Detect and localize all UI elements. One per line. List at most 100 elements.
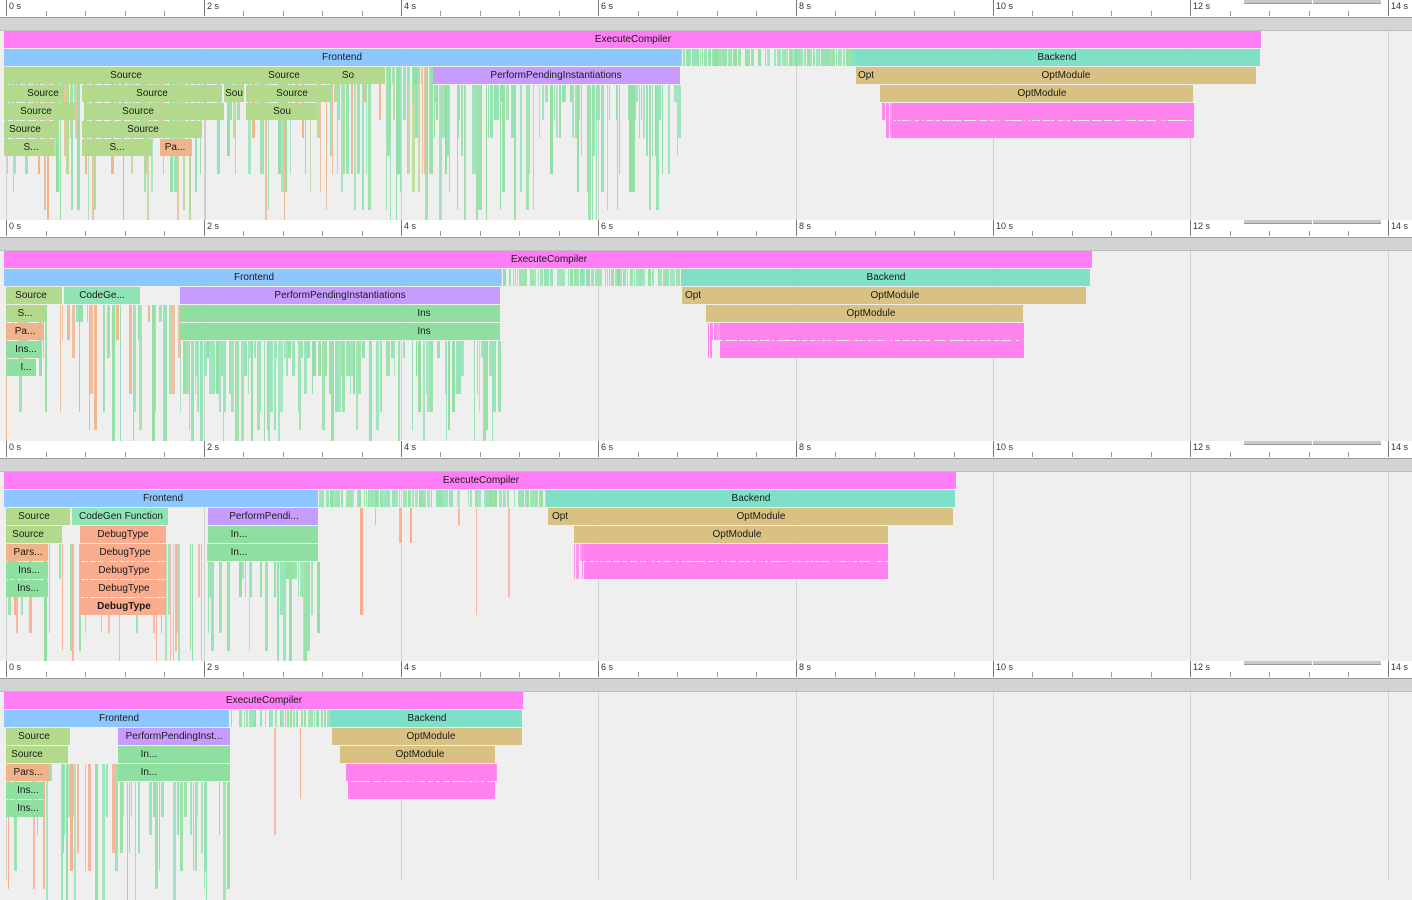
flame-strip bbox=[923, 103, 925, 138]
scroll-marker[interactable] bbox=[1244, 220, 1312, 224]
flame-strip bbox=[292, 341, 295, 376]
time-ruler[interactable]: 0 s 2 s 4 s 6 s 8 s 10 s 12 s 14 s bbox=[0, 220, 1412, 238]
flame-block-instantiate[interactable] bbox=[208, 544, 318, 561]
flame-block-execute[interactable] bbox=[4, 472, 956, 489]
flame-block-execute[interactable] bbox=[4, 31, 1261, 48]
flame-block-parse[interactable] bbox=[6, 544, 48, 561]
flame-block-parse[interactable] bbox=[6, 323, 44, 340]
flame-block-frontend[interactable] bbox=[4, 490, 318, 507]
flame-block-optpass[interactable] bbox=[584, 562, 888, 579]
flame-block-perform[interactable] bbox=[118, 728, 230, 745]
flame-block-optpass[interactable] bbox=[584, 544, 888, 561]
scroll-marker[interactable] bbox=[1313, 220, 1381, 224]
flame-strip bbox=[709, 49, 711, 66]
flame-block-opt[interactable] bbox=[332, 728, 522, 745]
flame-block-frontend[interactable] bbox=[4, 710, 229, 727]
flame-block-opt[interactable] bbox=[548, 508, 953, 525]
flame-strip bbox=[760, 544, 761, 579]
flame-block-source[interactable] bbox=[6, 746, 68, 763]
flame-block-codegen[interactable] bbox=[72, 508, 168, 525]
time-ruler[interactable]: 0 s 2 s 4 s 6 s 8 s 10 s 12 s 14 s bbox=[0, 441, 1412, 459]
flame-block-opt[interactable] bbox=[706, 305, 1023, 322]
flame-block-debugtype[interactable] bbox=[80, 544, 166, 561]
scroll-marker[interactable] bbox=[1313, 0, 1381, 4]
flame-block-source[interactable] bbox=[6, 526, 62, 543]
flame-block-instantiate[interactable] bbox=[6, 562, 48, 579]
flame-block-instantiate[interactable] bbox=[180, 305, 500, 322]
flame-block-source[interactable] bbox=[6, 305, 46, 322]
flame-block-instantiate[interactable] bbox=[6, 782, 44, 799]
flame-block-debugtype[interactable] bbox=[80, 580, 166, 597]
flame-block-opt[interactable] bbox=[340, 746, 495, 763]
flame-block-parse[interactable] bbox=[6, 764, 50, 781]
flame-block-source[interactable] bbox=[224, 85, 244, 102]
flame-block-backend[interactable] bbox=[546, 490, 955, 507]
flame-block-instantiate[interactable] bbox=[118, 764, 230, 781]
flame-block-debugtype[interactable] bbox=[80, 598, 166, 615]
flame-block-source[interactable] bbox=[82, 139, 152, 156]
ruler-minor-tick bbox=[1269, 452, 1270, 457]
flame-block-backend[interactable] bbox=[330, 710, 522, 727]
flame-strip bbox=[795, 544, 796, 579]
flame-block-instantiate[interactable] bbox=[118, 746, 230, 763]
flame-block-instantiate[interactable] bbox=[6, 800, 44, 817]
flame-block-optpass[interactable] bbox=[348, 782, 495, 799]
time-ruler[interactable]: 0 s 2 s 4 s 6 s 8 s 10 s 12 s 14 s bbox=[0, 0, 1412, 18]
flame-block-source[interactable] bbox=[4, 85, 64, 102]
flame-block-debugtype[interactable] bbox=[80, 562, 166, 579]
scroll-marker[interactable] bbox=[1244, 441, 1312, 445]
flame-block-frontend[interactable] bbox=[4, 269, 501, 286]
scroll-marker[interactable] bbox=[1313, 441, 1381, 445]
flame-block-source[interactable] bbox=[82, 121, 202, 138]
flame-block-optpass[interactable] bbox=[892, 103, 1194, 120]
flame-block-instantiate[interactable] bbox=[6, 341, 42, 358]
flame-block-source[interactable] bbox=[246, 85, 330, 102]
flame-strip bbox=[205, 67, 206, 220]
flame-strip bbox=[94, 67, 96, 210]
flame-block-execute[interactable] bbox=[4, 251, 1092, 268]
flame-block-instantiate[interactable] bbox=[208, 526, 318, 543]
flame-block-source[interactable] bbox=[82, 85, 222, 102]
flame-block-perform[interactable] bbox=[208, 508, 318, 525]
flame-strip bbox=[852, 49, 853, 66]
scroll-marker[interactable] bbox=[1244, 0, 1312, 4]
flame-block-opt[interactable] bbox=[682, 287, 1086, 304]
flame-block-backend[interactable] bbox=[681, 269, 1090, 286]
flame-block-instantiate[interactable] bbox=[180, 323, 500, 340]
flame-block-optpass[interactable] bbox=[720, 323, 1024, 340]
flame-block-optpass[interactable] bbox=[892, 121, 1194, 138]
time-ruler[interactable]: 0 s 2 s 4 s 6 s 8 s 10 s 12 s 14 s bbox=[0, 661, 1412, 679]
flame-strip bbox=[485, 764, 488, 799]
flame-block-source[interactable] bbox=[6, 728, 70, 745]
flame-strip bbox=[295, 562, 297, 579]
flame-strip bbox=[858, 544, 859, 579]
flame-block-opt[interactable] bbox=[880, 85, 1193, 102]
flame-block-source[interactable] bbox=[4, 67, 385, 84]
flame-block-source[interactable] bbox=[6, 287, 62, 304]
flame-block-instantiate[interactable] bbox=[6, 359, 36, 376]
flame-block-perform[interactable] bbox=[180, 287, 500, 304]
flame-block-source[interactable] bbox=[6, 508, 70, 525]
flame-block-instantiate[interactable] bbox=[6, 580, 48, 597]
flame-block-source[interactable] bbox=[4, 139, 54, 156]
flame-block-codegen[interactable] bbox=[64, 287, 140, 304]
flame-block-frontend[interactable] bbox=[4, 49, 681, 66]
flame-block-optpass[interactable] bbox=[346, 764, 496, 781]
flame-block-parse[interactable] bbox=[160, 139, 192, 156]
flame-block-opt[interactable] bbox=[856, 67, 1256, 84]
flame-block-optpass[interactable] bbox=[720, 341, 1024, 358]
flame-block-source[interactable] bbox=[4, 121, 59, 138]
flame-block-perform[interactable] bbox=[433, 67, 680, 84]
flame-block-execute[interactable] bbox=[4, 692, 523, 709]
ruler-minor-tick bbox=[677, 11, 678, 16]
flame-block-source[interactable] bbox=[84, 103, 224, 120]
flame-block-source[interactable] bbox=[246, 103, 318, 120]
flame-block-debugtype[interactable] bbox=[80, 526, 166, 543]
flame-strip bbox=[70, 764, 73, 871]
flame-strip bbox=[319, 67, 320, 138]
flame-block-opt[interactable] bbox=[574, 526, 888, 543]
flame-block-backend[interactable] bbox=[854, 49, 1260, 66]
flame-block-source[interactable] bbox=[4, 103, 76, 120]
scroll-marker[interactable] bbox=[1313, 661, 1381, 665]
scroll-marker[interactable] bbox=[1244, 661, 1312, 665]
